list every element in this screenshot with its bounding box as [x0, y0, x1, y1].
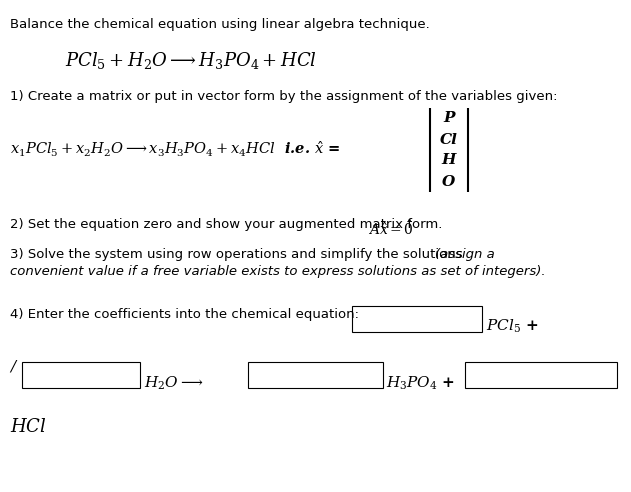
Bar — [248, 362, 383, 388]
Text: $H_2O\longrightarrow$: $H_2O\longrightarrow$ — [144, 375, 203, 393]
Text: 1) Create a matrix or put in vector form by the assignment of the variables give: 1) Create a matrix or put in vector form… — [10, 90, 558, 103]
Text: Cl: Cl — [440, 132, 458, 147]
Text: O: O — [442, 175, 456, 188]
Text: $HCl$: $HCl$ — [10, 418, 47, 436]
Text: convenient value if a free variable exists to express solutions as set of intege: convenient value if a free variable exis… — [10, 265, 546, 278]
Text: 2) Set the equation zero and show your augmented matrix form.: 2) Set the equation zero and show your a… — [10, 218, 447, 231]
Text: 3) Solve the system using row operations and simplify the solutions: 3) Solve the system using row operations… — [10, 248, 467, 261]
Text: H: H — [442, 154, 456, 167]
Text: $x_1 PCl_5 + x_2 H_2O \longrightarrow x_3 H_3 PO_4 + x_4 HCl$  i.e. $\hat{x}$ =: $x_1 PCl_5 + x_2 H_2O \longrightarrow x_… — [10, 140, 341, 159]
Text: $PCl_5$ +: $PCl_5$ + — [486, 318, 539, 336]
Bar — [352, 306, 482, 332]
Text: $PCl_5 + H_2O \longrightarrow H_3PO_4 + HCl$: $PCl_5 + H_2O \longrightarrow H_3PO_4 + … — [65, 50, 317, 71]
Text: 4) Enter the coefficients into the chemical equation:: 4) Enter the coefficients into the chemi… — [10, 308, 359, 321]
Bar — [22, 362, 140, 388]
Text: Balance the chemical equation using linear algebra technique.: Balance the chemical equation using line… — [10, 18, 430, 31]
Text: P: P — [443, 112, 455, 125]
Bar — [465, 362, 617, 388]
Text: (assign a: (assign a — [435, 248, 495, 261]
Text: $A\hat{x} = \hat{0}$: $A\hat{x} = \hat{0}$ — [368, 218, 414, 238]
Text: $H_3PO_4$ +: $H_3PO_4$ + — [386, 375, 455, 393]
Text: /: / — [10, 360, 15, 374]
